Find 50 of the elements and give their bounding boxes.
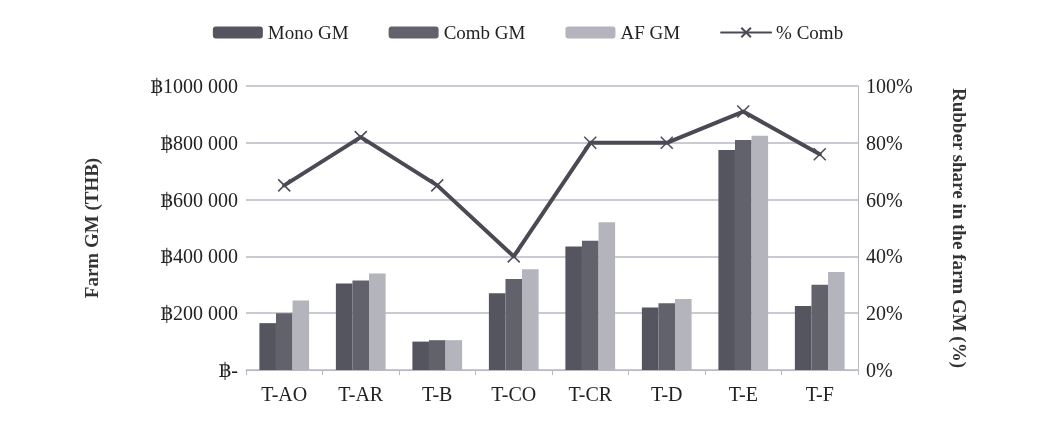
y-tick-label: ฿800 000 — [160, 131, 238, 154]
x-tick-label: T-AO — [261, 383, 308, 405]
y2-tick-label: 80% — [866, 131, 903, 154]
y2-axis-title: Rubber share in the farm GM (%) — [947, 87, 970, 369]
bar — [488, 293, 506, 370]
legend-label: AF GM — [620, 22, 681, 43]
bar — [428, 340, 446, 370]
y-tick-label: ฿1000 000 — [150, 75, 238, 97]
x-tick-label: T-F — [805, 383, 834, 405]
y-axis-title: Farm GM (THB) — [81, 157, 103, 299]
legend-label: Mono GM — [267, 22, 349, 43]
point — [354, 130, 368, 144]
y2-tick-label: 60% — [866, 188, 903, 211]
point — [277, 178, 291, 193]
x-tick-label: T-AR — [338, 383, 384, 405]
bar — [505, 279, 523, 370]
point — [583, 136, 597, 150]
y2-tick-label: 100% — [866, 75, 913, 97]
bar — [794, 306, 812, 370]
bar — [658, 303, 676, 370]
y-tick-label: ฿400 000 — [160, 245, 238, 268]
y2-tick-label: 20% — [866, 302, 903, 325]
bar — [565, 246, 582, 370]
point — [660, 136, 674, 150]
legend-label: % Comb — [776, 22, 844, 43]
y2-tick-label: 0% — [866, 359, 893, 381]
bar — [641, 307, 659, 370]
x-tick-label: T-CO — [491, 383, 537, 405]
legend-label: Comb GM — [443, 22, 526, 43]
bar — [335, 283, 353, 370]
point — [736, 104, 750, 119]
bar — [352, 280, 370, 370]
bar — [811, 284, 829, 370]
y-tick-label: ฿200 000 — [160, 302, 238, 325]
point — [507, 249, 521, 264]
point — [813, 147, 827, 161]
x-tick-label: T-B — [422, 383, 453, 405]
bar — [581, 240, 599, 370]
bar — [275, 313, 293, 370]
bar — [734, 139, 752, 370]
x-tick-label: T-D — [651, 383, 683, 405]
x-tick-label: T-CR — [568, 383, 613, 405]
bar — [259, 323, 276, 370]
y2-tick-label: 40% — [866, 245, 903, 268]
bar — [412, 341, 429, 370]
point — [430, 178, 444, 193]
y-tick-label: ฿600 000 — [160, 188, 238, 211]
bar — [718, 149, 735, 370]
y-tick-label: ฿- — [218, 359, 238, 381]
x-tick-label: T-E — [728, 383, 758, 405]
